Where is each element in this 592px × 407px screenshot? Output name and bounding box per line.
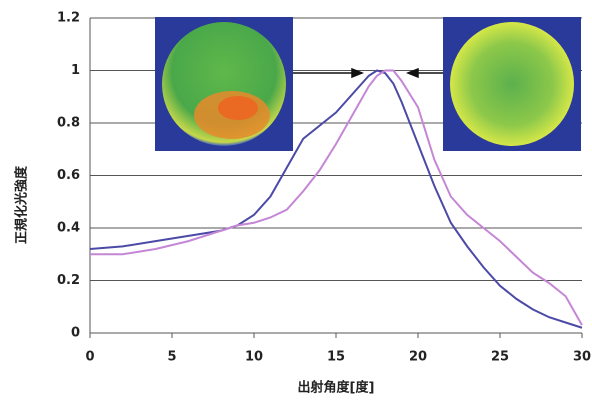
y-tick-label: 0.4 (57, 221, 80, 236)
y-tick-label: 0.2 (57, 273, 80, 288)
y-tick-label: 0.6 (57, 168, 80, 183)
inset-right (443, 17, 581, 151)
x-tick-label: 20 (409, 350, 427, 365)
y-axis-label: 正規化光強度 (14, 165, 30, 244)
x-tick-label: 25 (491, 350, 509, 365)
y-tick-label: 0 (71, 326, 80, 341)
chart: 出射角度[度] 正規化光強度 0 0.2 0.4 0.6 0.8 1 1.2 0 5 10 15 20… (0, 0, 592, 403)
x-tick-label: 10 (245, 350, 263, 365)
x-tick-label: 30 (573, 350, 591, 365)
x-tick-label: 0 (85, 350, 94, 365)
inset-left (155, 17, 293, 151)
x-tick-label: 15 (327, 350, 345, 365)
y-tick-label: 1.2 (57, 11, 80, 26)
x-tick-label: 5 (167, 350, 176, 365)
y-tick-label: 1 (71, 63, 80, 78)
x-axis-label: 出射角度[度] (298, 380, 375, 396)
y-tick-label: 0.8 (57, 116, 80, 131)
